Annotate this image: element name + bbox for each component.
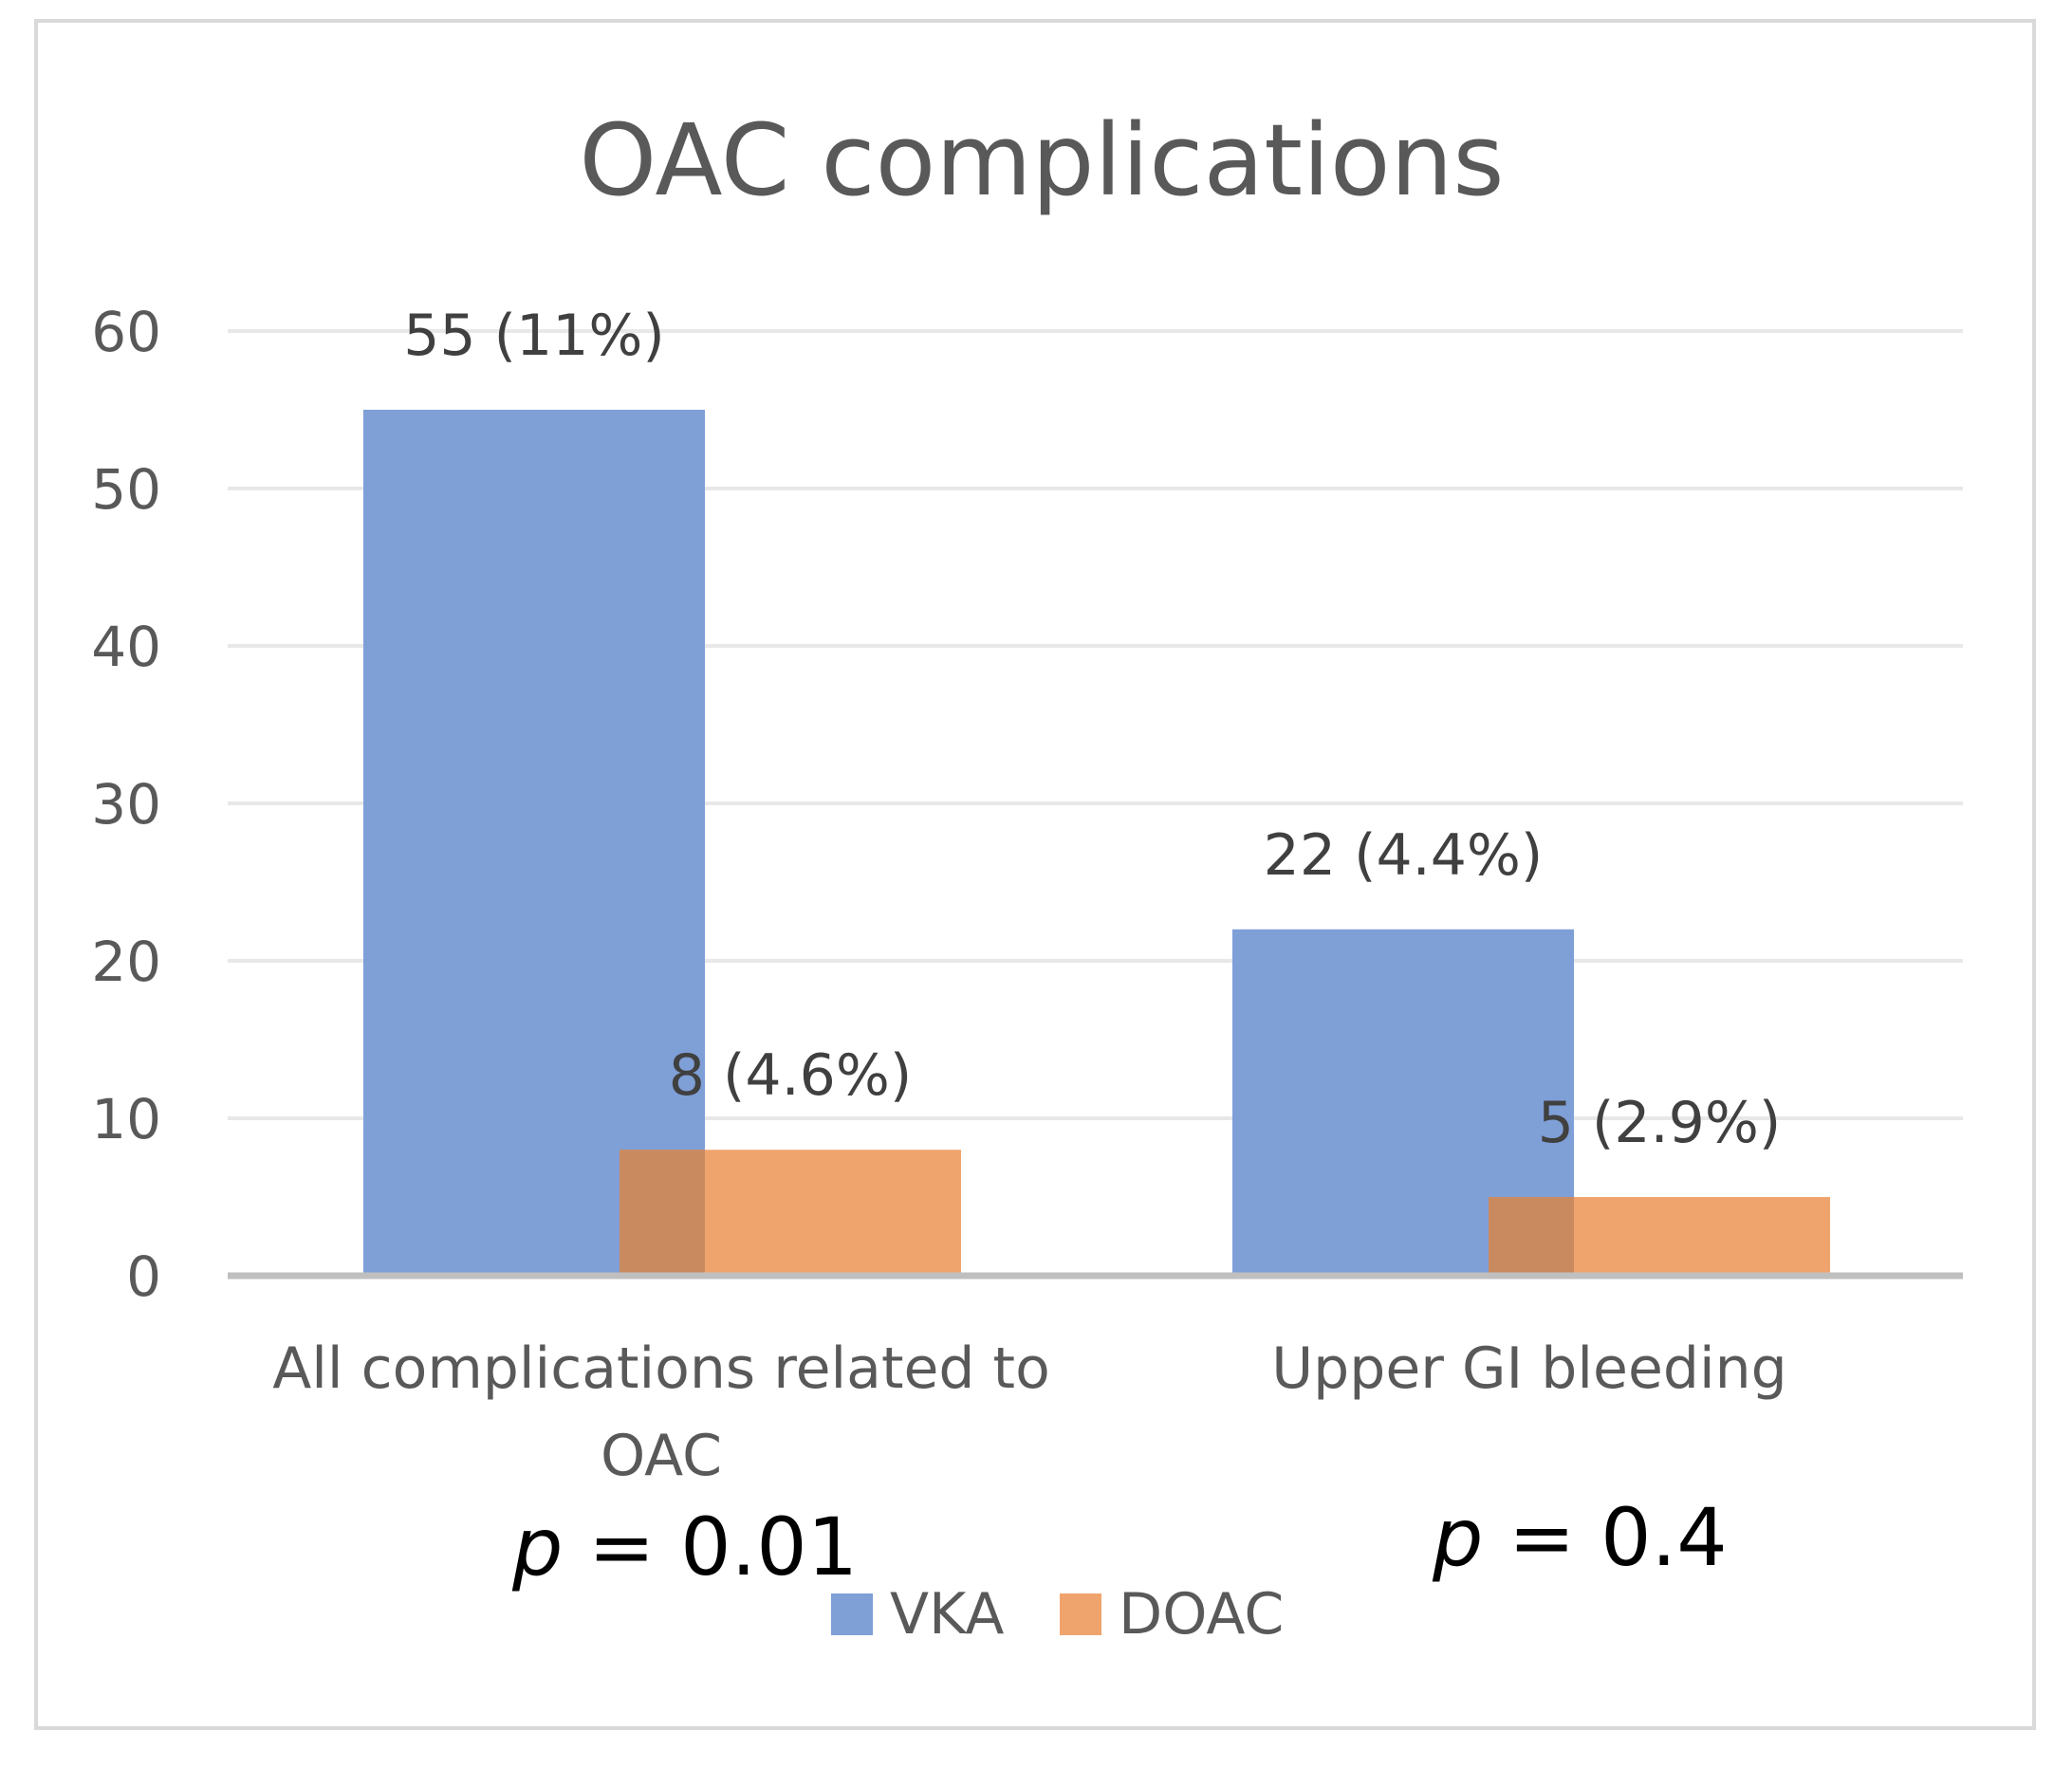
- x-category-label: All complications related to: [272, 1335, 1050, 1402]
- y-tick-label: 60: [91, 300, 161, 364]
- x-axis-labels: All complications related to OAC Upper GI …: [272, 1335, 1787, 1489]
- bar-overlap-0: [620, 1150, 705, 1276]
- data-label-doac-0: 8 (4.6%): [669, 1042, 913, 1109]
- y-tick-label: 20: [91, 930, 161, 994]
- y-tick-label: 50: [91, 457, 161, 522]
- chart-title: OAC complications: [579, 102, 1504, 218]
- legend-swatch-vka: [831, 1593, 873, 1635]
- p-value-annotation: p = 0.01: [511, 1501, 858, 1593]
- y-tick-label: 30: [91, 772, 161, 837]
- bars: [363, 410, 1830, 1276]
- data-label-vka-0: 55 (11%): [403, 303, 665, 369]
- legend: VKA DOAC: [831, 1581, 1284, 1648]
- p-value-symbol: p: [511, 1501, 563, 1593]
- p-value-annotations: p = 0.01 p = 0.4: [511, 1491, 1728, 1593]
- legend-swatch-doac: [1060, 1593, 1101, 1635]
- p-value-annotation: p = 0.4: [1432, 1491, 1728, 1584]
- p-value-number: = 0.4: [1483, 1491, 1727, 1584]
- p-value-symbol: p: [1432, 1491, 1483, 1584]
- y-tick-label: 0: [126, 1244, 161, 1309]
- bar-vka-0: [363, 410, 705, 1276]
- data-label-doac-1: 5 (2.9%): [1538, 1090, 1782, 1156]
- y-tick-label: 10: [91, 1087, 161, 1151]
- x-category-label: OAC: [601, 1423, 722, 1489]
- legend-label-doac: DOAC: [1119, 1581, 1284, 1648]
- y-axis-ticks: 0 10 20 30 40 50 60: [91, 300, 161, 1309]
- legend-label-vka: VKA: [890, 1581, 1004, 1648]
- data-label-vka-1: 22 (4.4%): [1264, 822, 1544, 889]
- data-labels: 55 (11%) 8 (4.6%) 22 (4.4%) 5 (2.9%): [403, 303, 1781, 1156]
- bar-overlap-1: [1489, 1197, 1574, 1276]
- p-value-number: = 0.01: [563, 1501, 858, 1593]
- y-tick-label: 40: [91, 615, 161, 679]
- x-category-label: Upper GI bleeding: [1271, 1335, 1786, 1402]
